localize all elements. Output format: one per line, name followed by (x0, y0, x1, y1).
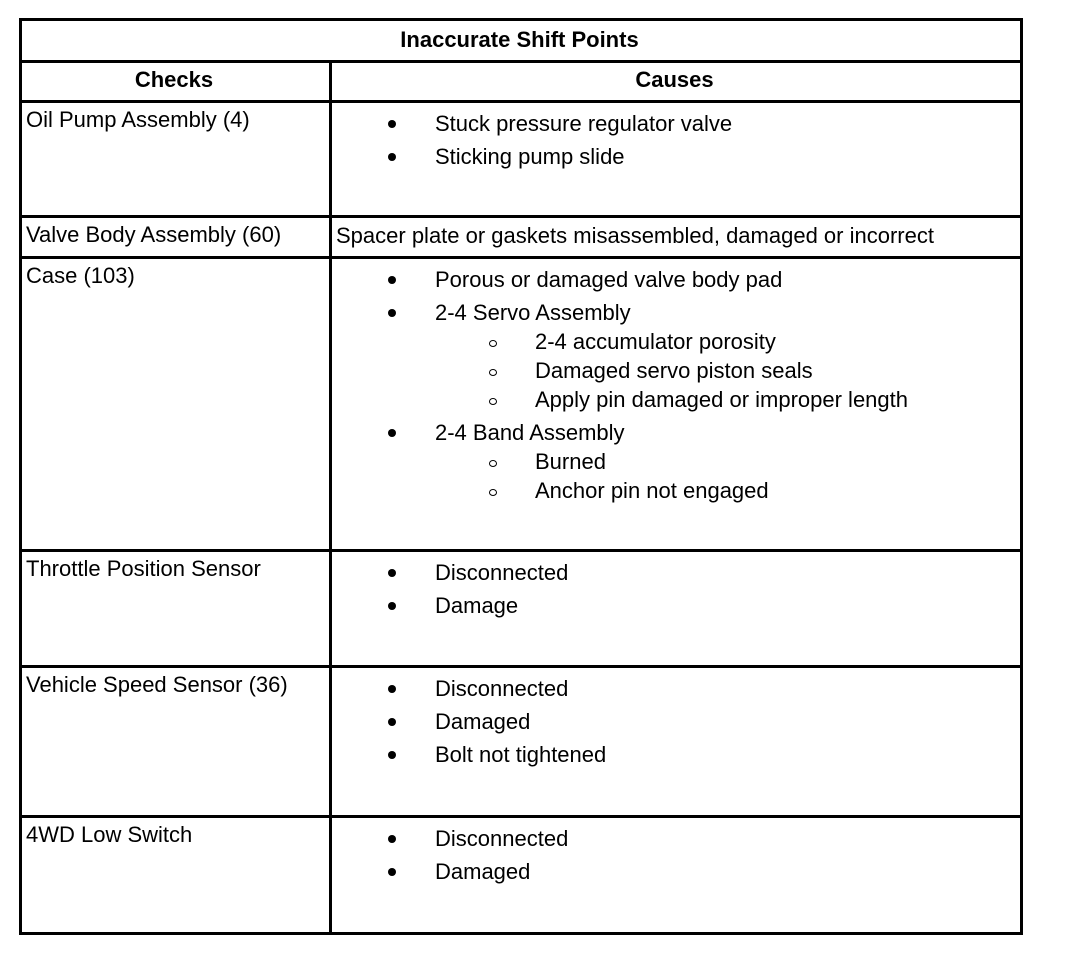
check-cell: 4WD Low Switch (26, 822, 193, 847)
cause-item: Disconnected (435, 826, 569, 851)
bullet (388, 153, 396, 161)
sub-bullet (489, 460, 497, 467)
cause-item: Sticking pump slide (435, 144, 625, 169)
cause-item: Damaged (435, 859, 531, 884)
cause-item: Damaged (435, 709, 531, 734)
sub-cause-item: Apply pin damaged or improper length (535, 387, 909, 412)
sub-cause-item: Burned (535, 449, 606, 474)
sub-bullet (489, 340, 497, 347)
row-border (19, 815, 1023, 818)
bullet (388, 602, 396, 610)
bullet (388, 868, 396, 876)
check-cell: Vehicle Speed Sensor (36) (26, 672, 288, 697)
sub-cause-item: Anchor pin not engaged (535, 478, 769, 503)
bullet (388, 120, 396, 128)
cause-item: 2-4 Servo Assembly (435, 300, 631, 325)
sub-bullet (489, 398, 497, 405)
column-header: Checks (134, 67, 214, 92)
cause-item: 2-4 Band Assembly (435, 420, 625, 445)
border (19, 18, 1023, 21)
check-cell: Valve Body Assembly (60) (26, 222, 282, 247)
bullet (388, 569, 396, 577)
row-border (19, 665, 1023, 668)
cause-item: Stuck pressure regulator valve (435, 111, 733, 136)
sub-bullet (489, 369, 497, 376)
column-header: Causes (635, 67, 714, 92)
border (19, 100, 1023, 103)
check-cell: Oil Pump Assembly (4) (26, 107, 250, 132)
sub-cause-item: Damaged servo piston seals (535, 358, 813, 383)
check-cell: Case (103) (26, 263, 135, 288)
row-border (19, 215, 1023, 218)
bullet (388, 685, 396, 693)
bullet (388, 276, 396, 284)
cause-item: Damage (435, 593, 519, 618)
row-border (19, 932, 1023, 935)
check-cell: Throttle Position Sensor (26, 556, 261, 581)
cause-item: Disconnected (435, 676, 569, 701)
border (19, 60, 1023, 63)
bullet (388, 718, 396, 726)
row-border (19, 256, 1023, 259)
cause-item: Disconnected (435, 560, 569, 585)
cause-item: Bolt not tightened (435, 742, 607, 767)
sub-cause-item: 2-4 accumulator porosity (535, 329, 776, 354)
border (19, 18, 22, 935)
border (1020, 18, 1023, 935)
row-border (19, 549, 1023, 552)
cause-text: Spacer plate or gaskets misassembled, da… (336, 223, 934, 248)
bullet (388, 751, 396, 759)
bullet (388, 429, 396, 437)
table-title: Inaccurate Shift Points (400, 27, 639, 52)
bullet (388, 309, 396, 317)
bullet (388, 835, 396, 843)
column-divider (329, 60, 332, 935)
cause-item: Porous or damaged valve body pad (435, 267, 783, 292)
sub-bullet (489, 489, 497, 496)
